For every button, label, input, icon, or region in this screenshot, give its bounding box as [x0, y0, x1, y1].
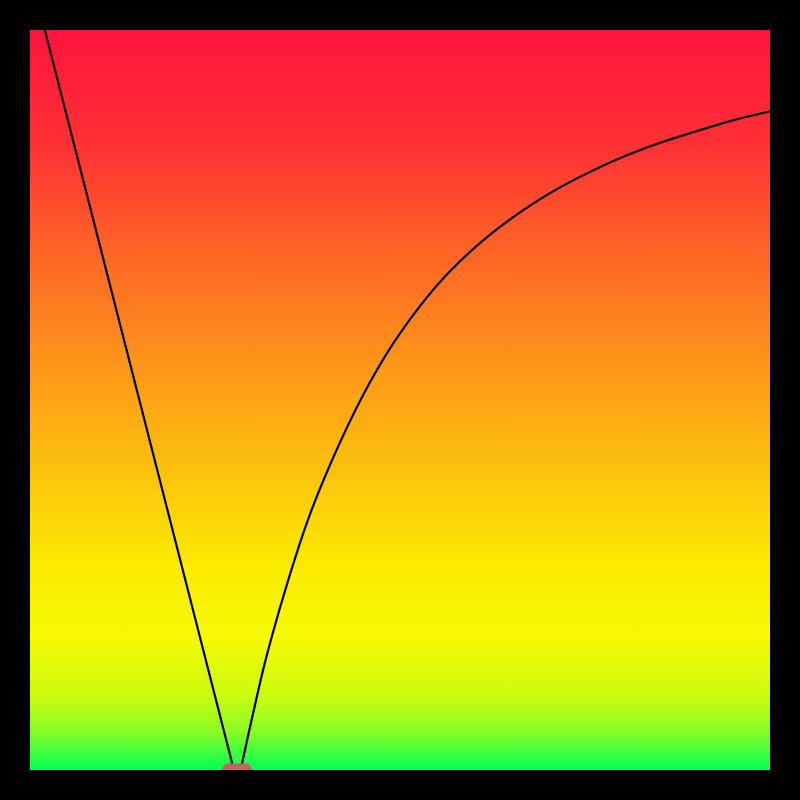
frame-top: [0, 0, 800, 30]
plot-area: [30, 30, 770, 770]
curve-left-segment: [45, 30, 234, 769]
bottleneck-curve: [30, 30, 770, 770]
frame-right: [770, 0, 800, 800]
frame-left: [0, 0, 30, 800]
curve-right-segment: [241, 111, 770, 768]
frame-bottom: [0, 770, 800, 800]
